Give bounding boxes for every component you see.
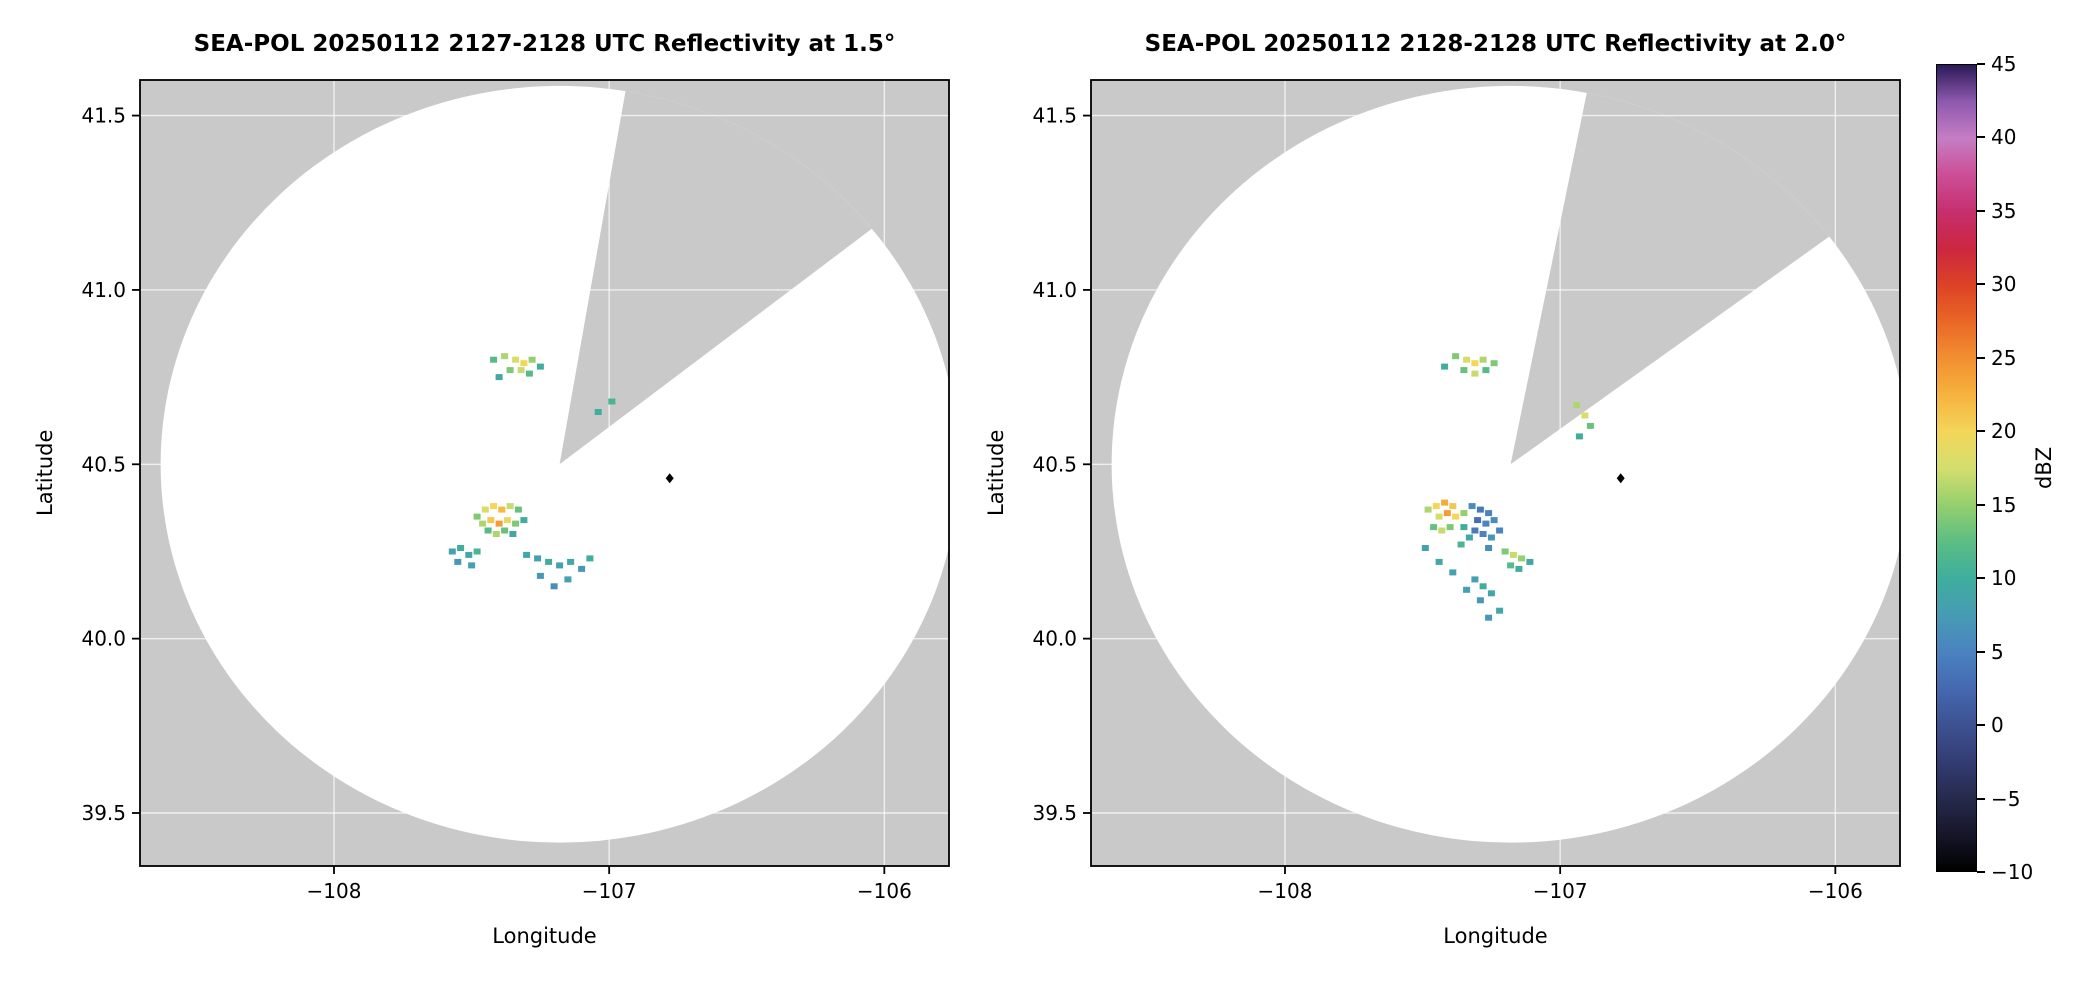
y-tick-label: 40.5	[81, 452, 126, 476]
colorbar-tick-label: 0	[1991, 713, 2004, 738]
plot-frame	[139, 79, 950, 867]
colorbar-tick-label: 30	[1991, 272, 2017, 297]
x-tick-label: −107	[1533, 879, 1588, 903]
gridlines	[140, 80, 949, 866]
colorbar-tick	[1977, 503, 1985, 506]
plot-frame	[1090, 79, 1901, 867]
colorbar-tick	[1977, 577, 1985, 580]
echo-layer	[448, 353, 616, 590]
colorbar-tick	[1977, 430, 1985, 433]
colorbar-tick	[1977, 797, 1985, 800]
panel-title-right: SEA-POL 20250112 2128-2128 UTC Reflectiv…	[1144, 31, 1847, 57]
colorbar-tick-label: 5	[1991, 639, 2004, 664]
x-tick-label: −108	[307, 879, 362, 903]
colorbar: 45 40 35 30 25 20 15 10 5 0 −5 −10 dBZ	[1936, 52, 2096, 884]
colorbar-tick	[1977, 136, 1985, 139]
y-axis-label-right: Latitude	[984, 429, 1008, 517]
y-tick-label: 40.0	[81, 627, 126, 651]
colorbar-tick	[1977, 871, 1985, 873]
colorbar-tick-label: 45	[1991, 52, 2017, 76]
y-tick-label: 39.5	[81, 801, 126, 825]
y-tick-label: 40.5	[1032, 452, 1077, 476]
x-tick-label: −108	[1258, 879, 1313, 903]
axis-ticks: −108 −107 −106 39.5 40.0 40.5 41.0 41.5	[81, 104, 911, 903]
x-tick-label: −106	[1808, 879, 1863, 903]
colorbar-tick-label: −5	[1991, 786, 2021, 811]
colorbar-tick	[1977, 209, 1985, 212]
colorbar-tick	[1977, 650, 1985, 653]
y-tick-label: 41.5	[81, 104, 126, 128]
y-tick-label: 41.0	[1032, 278, 1077, 302]
echo-layer	[1421, 353, 1594, 621]
colorbar-tick	[1977, 63, 1985, 65]
site-marker-diamond	[1616, 473, 1625, 484]
colorbar-tick-label: 25	[1991, 345, 2017, 370]
y-tick-label: 40.0	[1032, 627, 1077, 651]
radar-plot-right: −108 −107 −106 39.5 40.0 40.5 41.0 41.5	[1032, 79, 1910, 903]
colorbar-label: dBZ	[2032, 446, 2056, 490]
panel-title-left: SEA-POL 20250112 2127-2128 UTC Reflectiv…	[193, 31, 896, 57]
y-tick-label: 39.5	[1032, 801, 1077, 825]
colorbar-tick-label: 35	[1991, 198, 2017, 223]
colorbar-gradient	[1936, 64, 1977, 872]
colorbar-tick	[1977, 283, 1985, 286]
colorbar-tick	[1977, 724, 1985, 727]
x-axis-label-right: Longitude	[1443, 924, 1548, 948]
axis-ticks: −108 −107 −106 39.5 40.0 40.5 41.0 41.5	[1032, 104, 1862, 903]
x-tick-label: −107	[582, 879, 637, 903]
y-tick-label: 41.5	[1032, 104, 1077, 128]
gridlines	[1091, 80, 1900, 866]
colorbar-tick-label: 40	[1991, 125, 2017, 150]
x-axis-label-left: Longitude	[492, 924, 597, 948]
colorbar-tick-label: 20	[1991, 419, 2017, 444]
y-axis-label-left: Latitude	[33, 429, 57, 517]
colorbar-tick	[1977, 356, 1985, 359]
colorbar-tick-label: −10	[1991, 860, 2034, 884]
radar-plot-left: −108 −107 −106 39.5 40.0 40.5 41.0 41.5	[81, 79, 959, 903]
colorbar-tick-label: 15	[1991, 492, 2017, 517]
site-marker-diamond	[665, 473, 674, 484]
colorbar-tick-label: 10	[1991, 566, 2017, 591]
x-tick-label: −106	[857, 879, 912, 903]
y-tick-label: 41.0	[81, 278, 126, 302]
